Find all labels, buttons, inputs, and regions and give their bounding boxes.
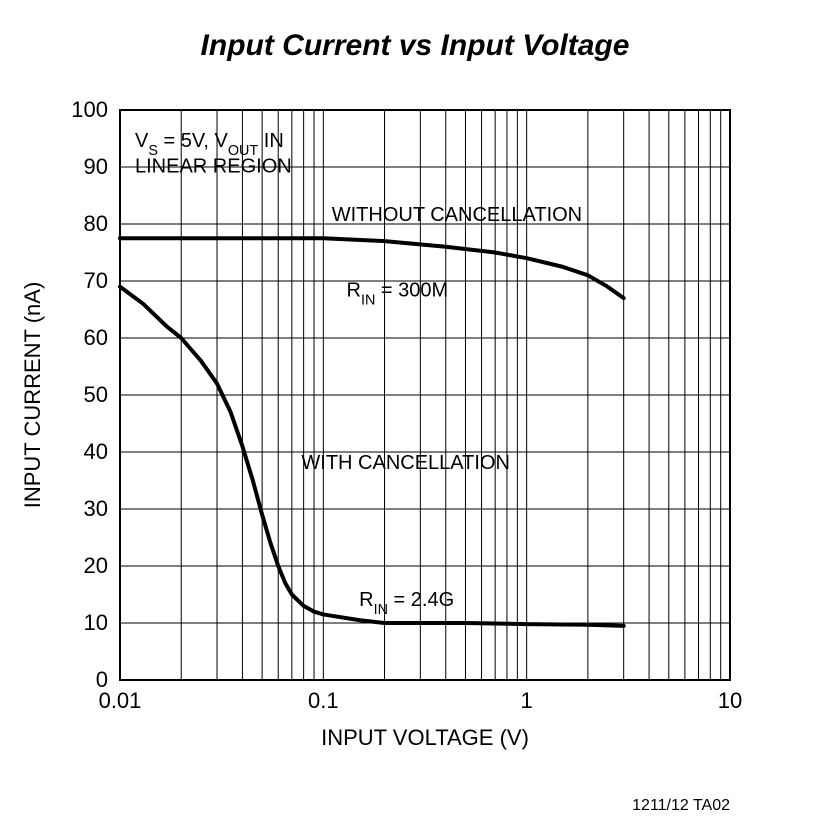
y-tick-label: 70 [84, 268, 108, 293]
anno-with: WITH CANCELLATION [301, 452, 510, 474]
anno-condition-2: LINEAR REGION [135, 156, 292, 178]
y-tick-label: 80 [84, 211, 108, 236]
y-tick-label: 60 [84, 325, 108, 350]
y-tick-label: 100 [71, 97, 108, 122]
x-tick-label: 1 [521, 688, 533, 713]
y-tick-label: 90 [84, 154, 108, 179]
curve-without_cancellation [120, 238, 624, 298]
y-axis-label: INPUT CURRENT (nA) [20, 282, 45, 509]
anno-without: WITHOUT CANCELLATION [332, 204, 582, 226]
x-tick-label: 0.01 [99, 688, 142, 713]
chart-svg: Input Current vs Input Voltage0102030405… [0, 0, 830, 840]
x-tick-label: 0.1 [308, 688, 339, 713]
footer-code: 1211/12 TA02 [632, 797, 730, 814]
chart-container: Input Current vs Input Voltage0102030405… [0, 0, 830, 840]
anno-condition-1: VS = 5V, VOUT IN [135, 130, 284, 159]
y-tick-label: 10 [84, 610, 108, 635]
y-tick-label: 40 [84, 439, 108, 464]
y-tick-label: 20 [84, 553, 108, 578]
x-axis-label: INPUT VOLTAGE (V) [321, 725, 529, 750]
y-tick-label: 50 [84, 382, 108, 407]
chart-title: Input Current vs Input Voltage [201, 29, 630, 62]
anno-rin24: RIN = 2.4G [359, 589, 454, 618]
anno-rin300: RIN = 300M [347, 279, 449, 308]
y-tick-label: 30 [84, 496, 108, 521]
x-tick-label: 10 [718, 688, 742, 713]
